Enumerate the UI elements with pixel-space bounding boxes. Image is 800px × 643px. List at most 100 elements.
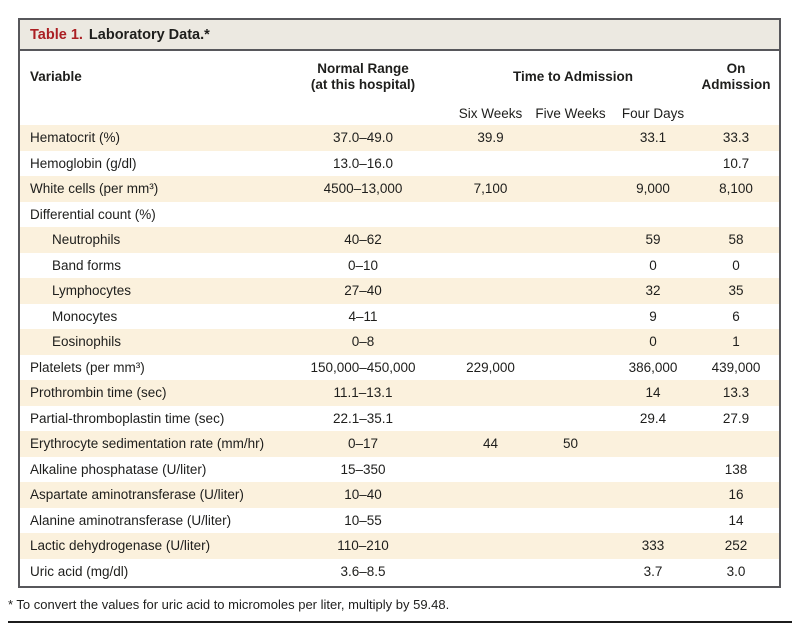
cell-four-days: 0 bbox=[649, 257, 657, 273]
cell-four-days bbox=[613, 508, 693, 534]
cell-six-weeks: 44 bbox=[482, 436, 499, 452]
row-label: Uric acid (mg/dl) bbox=[30, 563, 129, 579]
bottom-rule bbox=[8, 621, 792, 623]
row-label: Eosinophils bbox=[52, 334, 122, 350]
row-label: White cells (per mm³) bbox=[30, 181, 159, 197]
table-row: Differential count (%) bbox=[20, 202, 779, 228]
cell-six-weeks bbox=[453, 304, 528, 330]
table-row: Partial-thromboplastin time (sec) 22.1–35… bbox=[20, 406, 779, 432]
cell-four-days bbox=[613, 151, 693, 177]
cell-on-admission: 138 bbox=[724, 461, 748, 477]
cell-normal-range: 15–350 bbox=[340, 461, 386, 477]
cell-normal-range: 0–10 bbox=[347, 257, 379, 273]
cell-five-weeks: 50 bbox=[562, 436, 579, 452]
cell-on-admission: 27.9 bbox=[722, 410, 750, 426]
row-label: Platelets (per mm³) bbox=[30, 359, 145, 375]
cell-four-days: 386,000 bbox=[628, 359, 678, 375]
table-header: Variable Normal Range (at this hospital)… bbox=[20, 51, 779, 125]
cell-six-weeks bbox=[453, 482, 528, 508]
row-label: Monocytes bbox=[52, 308, 118, 324]
cell-five-weeks bbox=[528, 278, 613, 304]
column-subheader-five-weeks: Five Weeks bbox=[535, 106, 606, 121]
normal-range-line2: (at this hospital) bbox=[310, 77, 416, 92]
row-label: Neutrophils bbox=[52, 232, 121, 248]
cell-normal-range: 4500–13,000 bbox=[323, 181, 403, 197]
table-row: White cells (per mm³) 4500–13,000 7,100 9,0… bbox=[20, 176, 779, 202]
cell-six-weeks bbox=[453, 533, 528, 559]
cell-four-days: 3.7 bbox=[643, 563, 663, 579]
normal-range-line1: Normal Range bbox=[317, 61, 409, 76]
cell-four-days: 9 bbox=[649, 308, 657, 324]
cell-five-weeks bbox=[528, 508, 613, 534]
table-row: Hematocrit (%) 37.0–49.0 39.9 33.1 33.3 bbox=[20, 125, 779, 151]
cell-five-weeks bbox=[528, 227, 613, 253]
cell-five-weeks bbox=[528, 176, 613, 202]
table-row: Hemoglobin (g/dl) 13.0–16.0 10.7 bbox=[20, 151, 779, 177]
cell-six-weeks: 7,100 bbox=[473, 181, 508, 197]
cell-normal-range: 3.6–8.5 bbox=[340, 563, 386, 579]
cell-on-admission: 14 bbox=[728, 512, 744, 528]
cell-normal-range: 37.0–49.0 bbox=[332, 130, 394, 146]
cell-four-days bbox=[613, 482, 693, 508]
column-header-variable: Variable bbox=[30, 69, 82, 84]
cell-four-days: 9,000 bbox=[636, 181, 670, 197]
cell-five-weeks bbox=[528, 329, 613, 355]
column-subheader-four-days: Four Days bbox=[621, 106, 685, 121]
table-body: Hematocrit (%) 37.0–49.0 39.9 33.1 33.3 Hemog… bbox=[20, 125, 779, 584]
table-row: Alkaline phosphatase (U/liter) 15–350 138 bbox=[20, 457, 779, 483]
cell-four-days bbox=[613, 431, 693, 457]
cell-six-weeks bbox=[453, 278, 528, 304]
cell-four-days: 59 bbox=[645, 232, 661, 248]
column-subheader-six-weeks: Six Weeks bbox=[458, 106, 523, 121]
cell-normal-range: 40–62 bbox=[344, 232, 382, 248]
row-label: Aspartate aminotransferase (U/liter) bbox=[30, 487, 244, 503]
cell-five-weeks bbox=[528, 151, 613, 177]
cell-normal-range: 22.1–35.1 bbox=[332, 410, 394, 426]
cell-five-weeks bbox=[528, 380, 613, 406]
cell-five-weeks bbox=[528, 533, 613, 559]
row-label: Hemoglobin (g/dl) bbox=[30, 155, 137, 171]
table-row: Uric acid (mg/dl) 3.6–8.5 3.7 3.0 bbox=[20, 559, 779, 585]
table-row: Aspartate aminotransferase (U/liter) 10–4… bbox=[20, 482, 779, 508]
header-row-sub: Six Weeks Five Weeks Four Days bbox=[20, 103, 779, 125]
cell-five-weeks bbox=[528, 482, 613, 508]
cell-on-admission: 10.7 bbox=[722, 155, 750, 171]
cell-six-weeks: 39.9 bbox=[477, 130, 504, 146]
cell-four-days: 32 bbox=[645, 283, 661, 299]
cell-on-admission: 35 bbox=[728, 283, 744, 299]
table-card: Table 1. Laboratory Data.* Variable Norm… bbox=[18, 18, 781, 588]
cell-four-days: 14 bbox=[645, 385, 661, 401]
cell-on-admission bbox=[693, 202, 779, 228]
cell-five-weeks bbox=[528, 253, 613, 279]
cell-on-admission: 58 bbox=[728, 232, 744, 248]
cell-normal-range: 10–40 bbox=[344, 487, 382, 503]
cell-five-weeks bbox=[528, 457, 613, 483]
cell-six-weeks bbox=[453, 457, 528, 483]
row-label: Lactic dehydrogenase (U/liter) bbox=[30, 538, 211, 554]
cell-six-weeks bbox=[453, 380, 528, 406]
cell-four-days: 29.4 bbox=[639, 410, 667, 426]
row-label: Partial-thromboplastin time (sec) bbox=[30, 410, 225, 426]
cell-six-weeks bbox=[453, 253, 528, 279]
table-row: Alanine aminotransferase (U/liter) 10–55 1… bbox=[20, 508, 779, 534]
cell-normal-range: 27–40 bbox=[344, 283, 382, 299]
row-label: Differential count (%) bbox=[30, 206, 156, 222]
cell-four-days: 333 bbox=[641, 538, 665, 554]
cell-six-weeks bbox=[453, 329, 528, 355]
cell-five-weeks bbox=[528, 202, 613, 228]
header-row-main: Variable Normal Range (at this hospital)… bbox=[20, 51, 779, 103]
cell-six-weeks bbox=[453, 227, 528, 253]
header-spacer bbox=[273, 103, 453, 125]
cell-on-admission: 3.0 bbox=[726, 563, 746, 579]
cell-five-weeks bbox=[528, 559, 613, 585]
table-row: Prothrombin time (sec) 11.1–13.1 14 13.3 bbox=[20, 380, 779, 406]
cell-normal-range: 4–11 bbox=[348, 308, 378, 324]
table-title: Laboratory Data.* bbox=[88, 26, 210, 43]
row-label: Hematocrit (%) bbox=[30, 130, 121, 146]
cell-normal-range: 0–8 bbox=[351, 334, 375, 350]
cell-on-admission bbox=[693, 431, 779, 457]
table-row: Band forms 0–10 0 0 bbox=[20, 253, 779, 279]
table-row: Lymphocytes 27–40 32 35 bbox=[20, 278, 779, 304]
cell-six-weeks: 229,000 bbox=[466, 359, 515, 375]
cell-on-admission: 439,000 bbox=[711, 359, 761, 375]
